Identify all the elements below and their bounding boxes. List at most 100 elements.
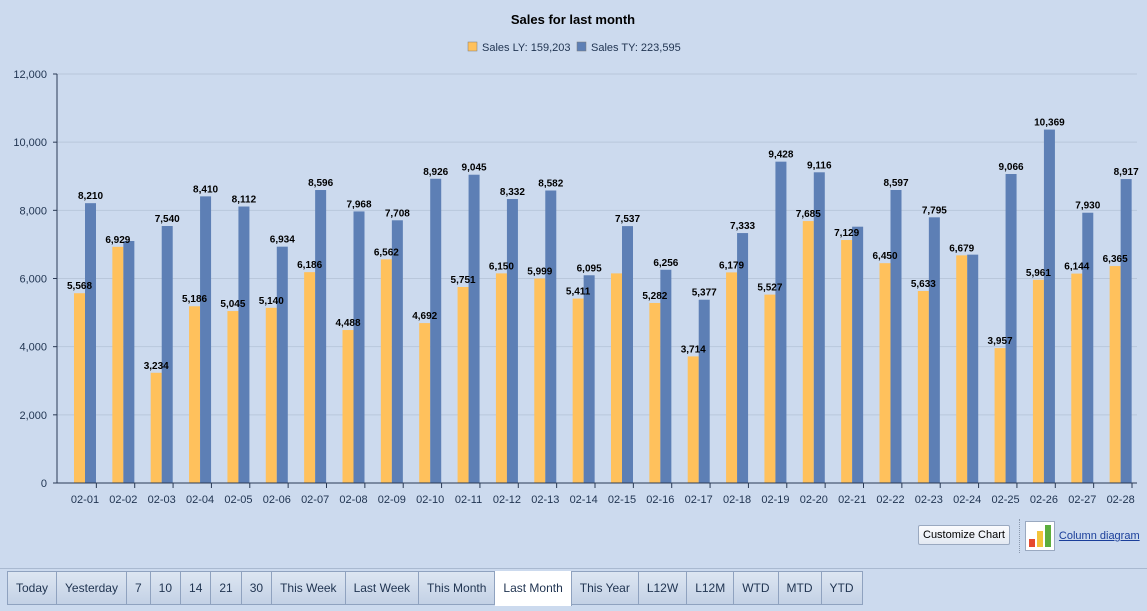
bar-ty-02-09[interactable] — [391, 220, 403, 484]
bar-ty-02-11[interactable] — [468, 174, 480, 483]
data-label-ty-02-27: 7,930 — [1075, 201, 1100, 212]
bar-ty-02-21[interactable] — [852, 226, 864, 483]
tab-30[interactable]: 30 — [241, 572, 273, 604]
bar-ly-02-23[interactable] — [917, 291, 929, 483]
x-tick-label: 02-19 — [761, 494, 789, 506]
x-tick-label: 02-23 — [915, 494, 943, 506]
bar-ty-02-06[interactable] — [276, 246, 288, 483]
tab-14[interactable]: 14 — [181, 572, 212, 604]
tab-10[interactable]: 10 — [150, 572, 182, 604]
bar-ly-02-15[interactable] — [611, 273, 622, 483]
bar-ly-02-24[interactable] — [956, 255, 968, 483]
bar-ty-02-24[interactable] — [967, 254, 979, 483]
tab-ytd[interactable]: YTD — [821, 572, 863, 604]
bar-ty-02-14[interactable] — [583, 275, 595, 483]
bar-ty-02-01[interactable] — [85, 203, 96, 483]
bar-ly-02-20[interactable] — [802, 221, 814, 483]
x-tick-label: 02-17 — [685, 494, 713, 506]
x-axis: 02-01 02-02 02-03 02-04 02-05 02-06 02-07 02-08… — [53, 482, 1137, 506]
bar-ty-02-18[interactable] — [737, 233, 749, 483]
tab-21[interactable]: 21 — [211, 572, 242, 604]
bar-ly-02-01[interactable] — [74, 293, 85, 483]
bar-ty-02-13[interactable] — [545, 190, 557, 483]
bar-ly-02-25[interactable] — [994, 348, 1006, 483]
bar-ly-02-13[interactable] — [534, 278, 546, 483]
bar-ty-02-08[interactable] — [353, 211, 365, 483]
data-label-ly-02-20: 7,685 — [796, 209, 821, 220]
tab-yesterday[interactable]: Yesterday — [57, 572, 127, 604]
data-label-ly-02-01: 5,568 — [67, 281, 92, 292]
customize-chart-button[interactable]: Customize Chart — [918, 525, 1010, 545]
column-diagram-link[interactable]: Column diagram — [1058, 530, 1140, 542]
bar-ty-02-20[interactable] — [813, 172, 825, 483]
bar-ly-02-03[interactable] — [150, 372, 162, 483]
data-label-ty-02-03: 7,540 — [155, 214, 180, 225]
tab-this-year[interactable]: This Year — [571, 572, 639, 604]
bar-ty-02-15[interactable] — [622, 226, 633, 483]
bar-ly-02-11[interactable] — [457, 286, 469, 483]
bar-ty-02-12[interactable] — [506, 199, 518, 483]
bar-ty-02-22[interactable] — [890, 189, 902, 483]
data-label-ly-02-10: 4,692 — [412, 311, 437, 322]
data-label-ty-02-13: 8,582 — [538, 178, 563, 189]
bar-ty-02-28[interactable] — [1120, 179, 1132, 483]
bar-ty-02-26[interactable] — [1043, 129, 1055, 484]
bar-ly-02-07[interactable] — [304, 272, 316, 483]
data-label-ly-02-06: 5,140 — [259, 296, 284, 307]
tab-mtd[interactable]: MTD — [778, 572, 822, 604]
bar-ly-02-05[interactable] — [227, 311, 239, 483]
period-tabs: Today Yesterday 7 10 14 21 30 This Week Last Wee… — [7, 571, 863, 606]
bar-ly-02-04[interactable] — [189, 306, 201, 483]
y-tick-label: 4,000 — [19, 342, 47, 354]
data-label-ty-02-20: 9,116 — [807, 160, 832, 171]
tab-wtd[interactable]: WTD — [734, 572, 779, 604]
x-tick-label: 02-27 — [1068, 494, 1096, 506]
bar-ly-02-18[interactable] — [726, 272, 738, 483]
bar-ly-02-09[interactable] — [380, 259, 392, 483]
data-label-ly-02-18: 6,179 — [719, 260, 744, 271]
bar-ty-02-17[interactable] — [698, 299, 710, 483]
bar-ly-02-14[interactable] — [572, 298, 584, 483]
bar-ty-02-05[interactable] — [238, 206, 250, 484]
bar-ly-02-19[interactable] — [764, 294, 776, 483]
tab-this-week[interactable]: This Week — [272, 572, 346, 604]
bar-ty-02-04[interactable] — [200, 196, 212, 483]
bar-ty-02-02[interactable] — [123, 241, 135, 483]
tab-last-week[interactable]: Last Week — [345, 572, 420, 604]
bar-ty-02-16[interactable] — [660, 269, 672, 483]
bar-ly-02-02[interactable] — [112, 246, 124, 483]
tab-today[interactable]: Today — [8, 572, 58, 604]
bar-ty-02-10[interactable] — [430, 178, 442, 484]
bar-ly-02-28[interactable] — [1109, 266, 1121, 483]
tools-separator — [1018, 519, 1020, 553]
bar-ty-02-07[interactable] — [315, 190, 327, 484]
tab-l12m[interactable]: L12M — [687, 572, 735, 604]
bar-ly-02-06[interactable] — [265, 307, 277, 483]
bar-ly-02-08[interactable] — [342, 330, 354, 483]
legend-label-2: Sales TY: 223,595 — [591, 42, 681, 54]
data-label-ly-02-03: 3,234 — [144, 361, 169, 372]
bar-ly-02-27[interactable] — [1071, 273, 1083, 483]
bar-ly-02-16[interactable] — [649, 302, 661, 483]
chart-title: Sales for last month — [511, 12, 635, 27]
bar-ly-02-21[interactable] — [841, 240, 853, 483]
bar-ly-02-17[interactable] — [687, 356, 699, 483]
bar-ty-02-19[interactable] — [775, 161, 787, 483]
bar-ly-02-22[interactable] — [879, 263, 891, 483]
bar-ly-02-26[interactable] — [1032, 279, 1044, 483]
data-label-ly-02-24: 6,679 — [949, 243, 974, 254]
bar-ly-02-12[interactable] — [495, 273, 507, 483]
data-label-ly-02-09: 6,562 — [374, 247, 399, 258]
bar-ly-02-10[interactable] — [419, 323, 431, 483]
tab-7[interactable]: 7 — [126, 572, 151, 604]
bar-ty-02-23[interactable] — [928, 217, 940, 483]
tab-this-month[interactable]: This Month — [419, 572, 496, 604]
x-tick-label: 02-28 — [1107, 494, 1135, 506]
column-chart-icon[interactable] — [1024, 521, 1055, 551]
tab-last-month[interactable]: Last Month — [495, 571, 572, 606]
tab-l12w[interactable]: L12W — [638, 572, 688, 604]
bar-ty-02-27[interactable] — [1082, 212, 1094, 483]
bar-ty-02-25[interactable] — [1005, 174, 1017, 484]
x-tick-label: 02-04 — [186, 494, 214, 506]
bar-ty-02-03[interactable] — [161, 226, 173, 484]
